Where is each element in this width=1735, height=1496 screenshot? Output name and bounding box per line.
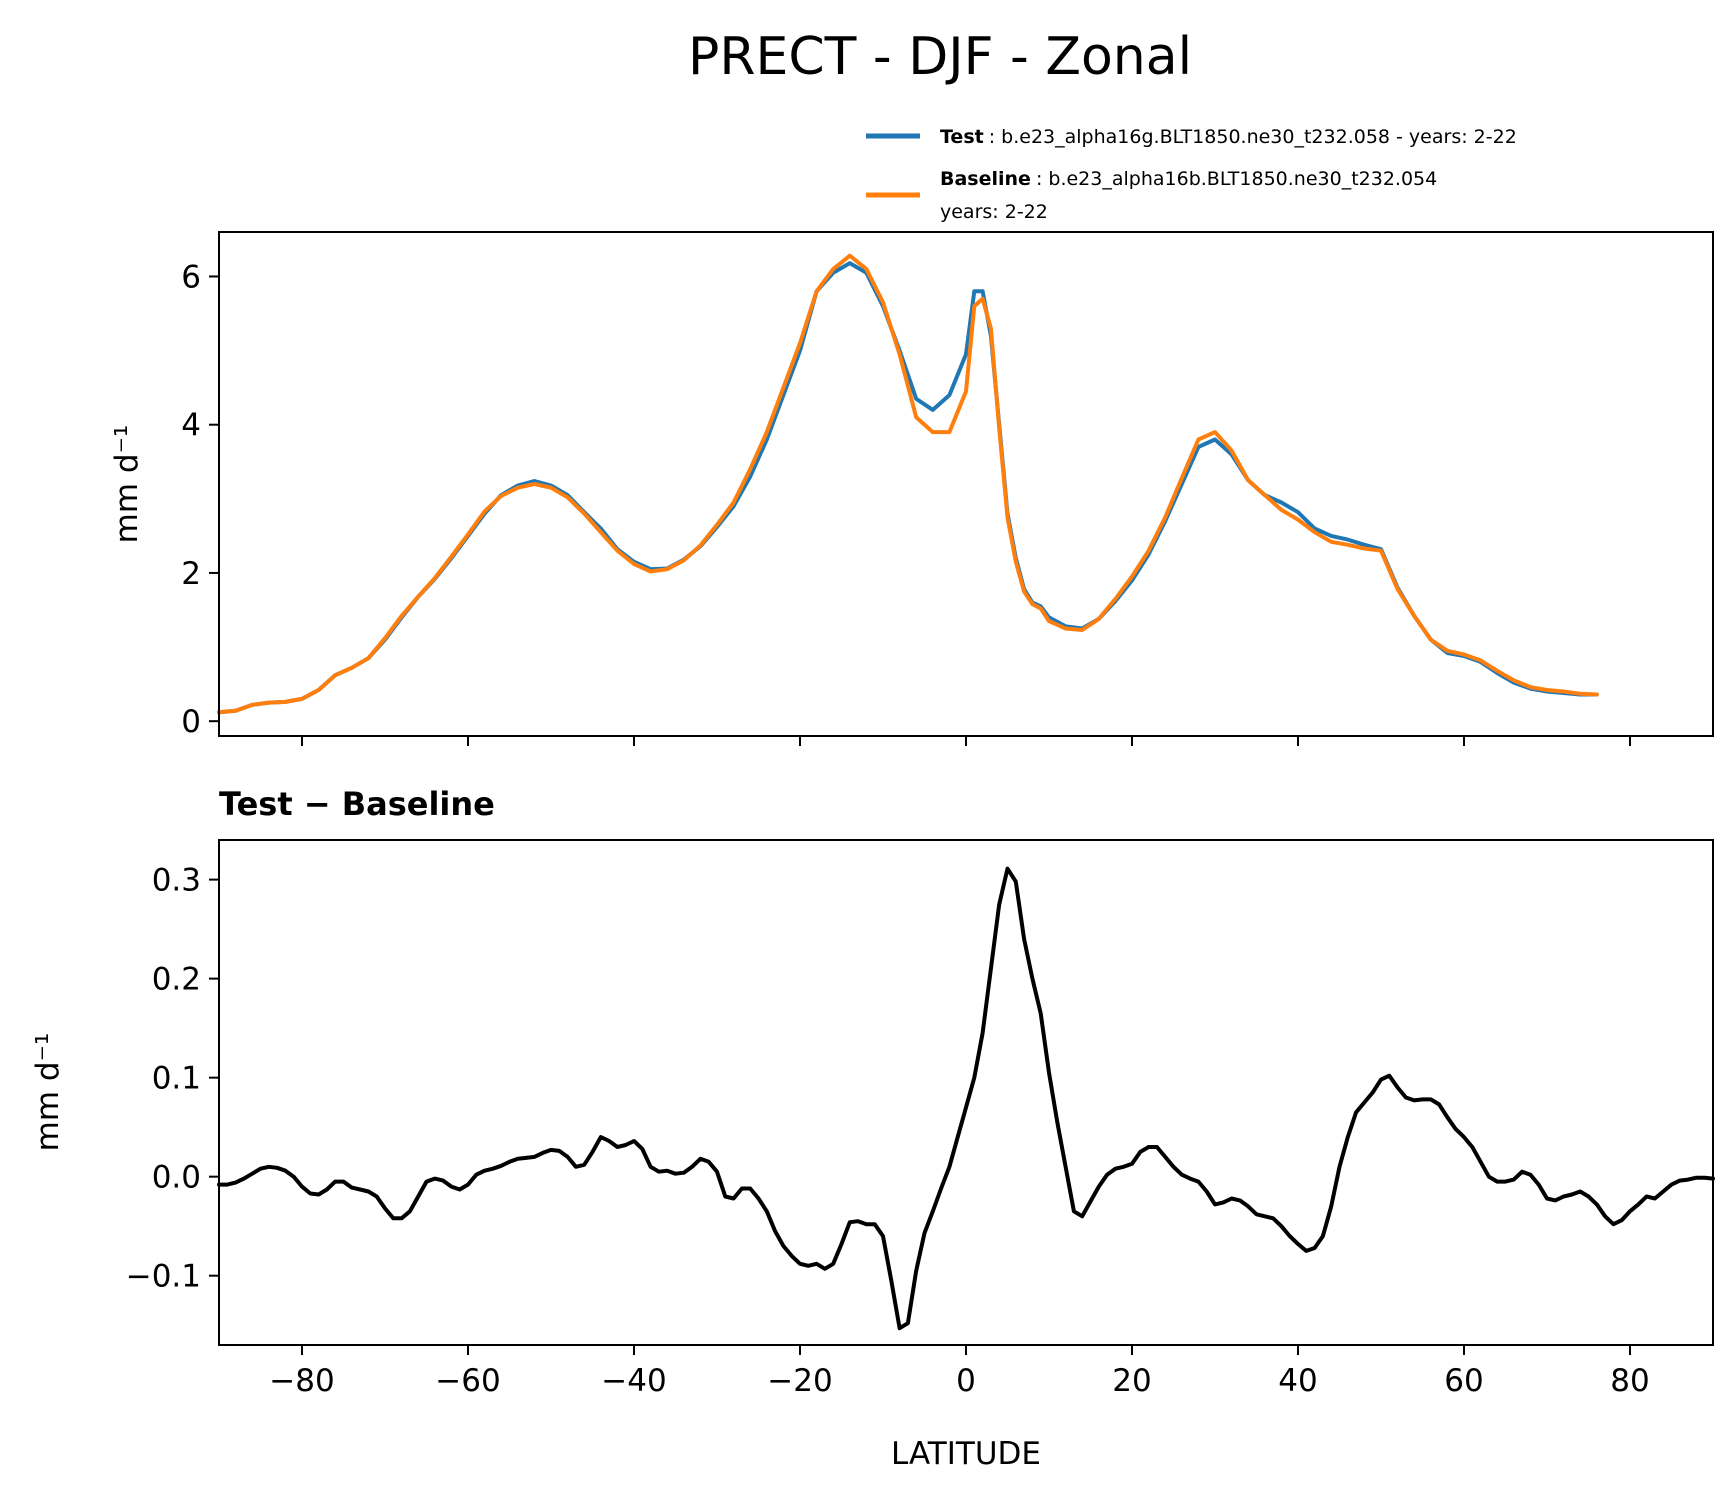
bottom-panel: Test − Baseline −0.10.00.10.20.3 −80 −60−… xyxy=(30,785,1715,1472)
bottom-x-ticks: −80 −60 −40 −20 0 20 40 60 80 xyxy=(269,1345,1650,1399)
bottom-y-tick-label: 0.1 xyxy=(152,1061,201,1097)
bottom-plot-frame xyxy=(218,839,1714,1346)
top-y-axis-label: mm d⁻¹ xyxy=(109,425,145,544)
top-x-ticks xyxy=(301,736,1631,746)
top-y-tick-label: 2 xyxy=(181,556,201,592)
bottom-y-tick-label: 0.2 xyxy=(152,962,201,998)
bottom-x-tick-label: −60 xyxy=(435,1363,500,1399)
top-series-line-test xyxy=(217,261,1599,715)
bottom-y-ticks: −0.1 0.0 0.1 0.2 0.3 xyxy=(126,863,219,1295)
legend: Test: b.e23_alpha16g.BLT1850.ne30_t232.0… xyxy=(866,126,1517,223)
bottom-x-tick-label: 20 xyxy=(1112,1363,1151,1399)
bottom-y-tick-label: 0.3 xyxy=(152,863,201,899)
chart-title: PRECT - DJF - Zonal xyxy=(688,27,1192,87)
bottom-x-tick-label: 0 xyxy=(956,1363,976,1399)
legend-baseline-label: Baseline: b.e23_alpha16b.BLT1850.ne30_t2… xyxy=(940,168,1437,190)
top-plot-frame xyxy=(218,231,1714,737)
bottom-y-tick-label: −0.1 xyxy=(126,1259,201,1295)
legend-test-label: Test: b.e23_alpha16g.BLT1850.ne30_t232.0… xyxy=(940,126,1517,148)
bottom-series-group xyxy=(217,866,1715,1331)
bottom-x-tick-label: 80 xyxy=(1610,1363,1649,1399)
top-y-tick-label: 0 xyxy=(181,704,201,740)
top-y-ticks: 0 2 4 6 xyxy=(181,259,219,740)
bottom-series-line-test-baseline xyxy=(217,866,1715,1331)
bottom-x-tick-label: 60 xyxy=(1444,1363,1483,1399)
top-series-line-baseline xyxy=(217,253,1599,715)
bottom-x-tick-label: −20 xyxy=(767,1363,832,1399)
bottom-x-tick-label: −80 xyxy=(269,1363,334,1399)
difference-panel-title: Test − Baseline xyxy=(219,785,495,823)
bottom-x-tick-label: −40 xyxy=(601,1363,666,1399)
x-axis-label: LATITUDE xyxy=(891,1436,1041,1472)
top-series-group xyxy=(217,253,1599,715)
top-panel: 0 2 4 6 mm d⁻¹ xyxy=(109,231,1714,746)
bottom-x-tick-label: 40 xyxy=(1278,1363,1317,1399)
top-y-tick-label: 6 xyxy=(181,259,201,295)
bottom-y-tick-label: 0.0 xyxy=(152,1160,201,1196)
bottom-y-axis-label: mm d⁻¹ xyxy=(30,1033,66,1152)
legend-baseline-years: years: 2-22 xyxy=(940,201,1048,223)
top-y-tick-label: 4 xyxy=(181,408,201,444)
